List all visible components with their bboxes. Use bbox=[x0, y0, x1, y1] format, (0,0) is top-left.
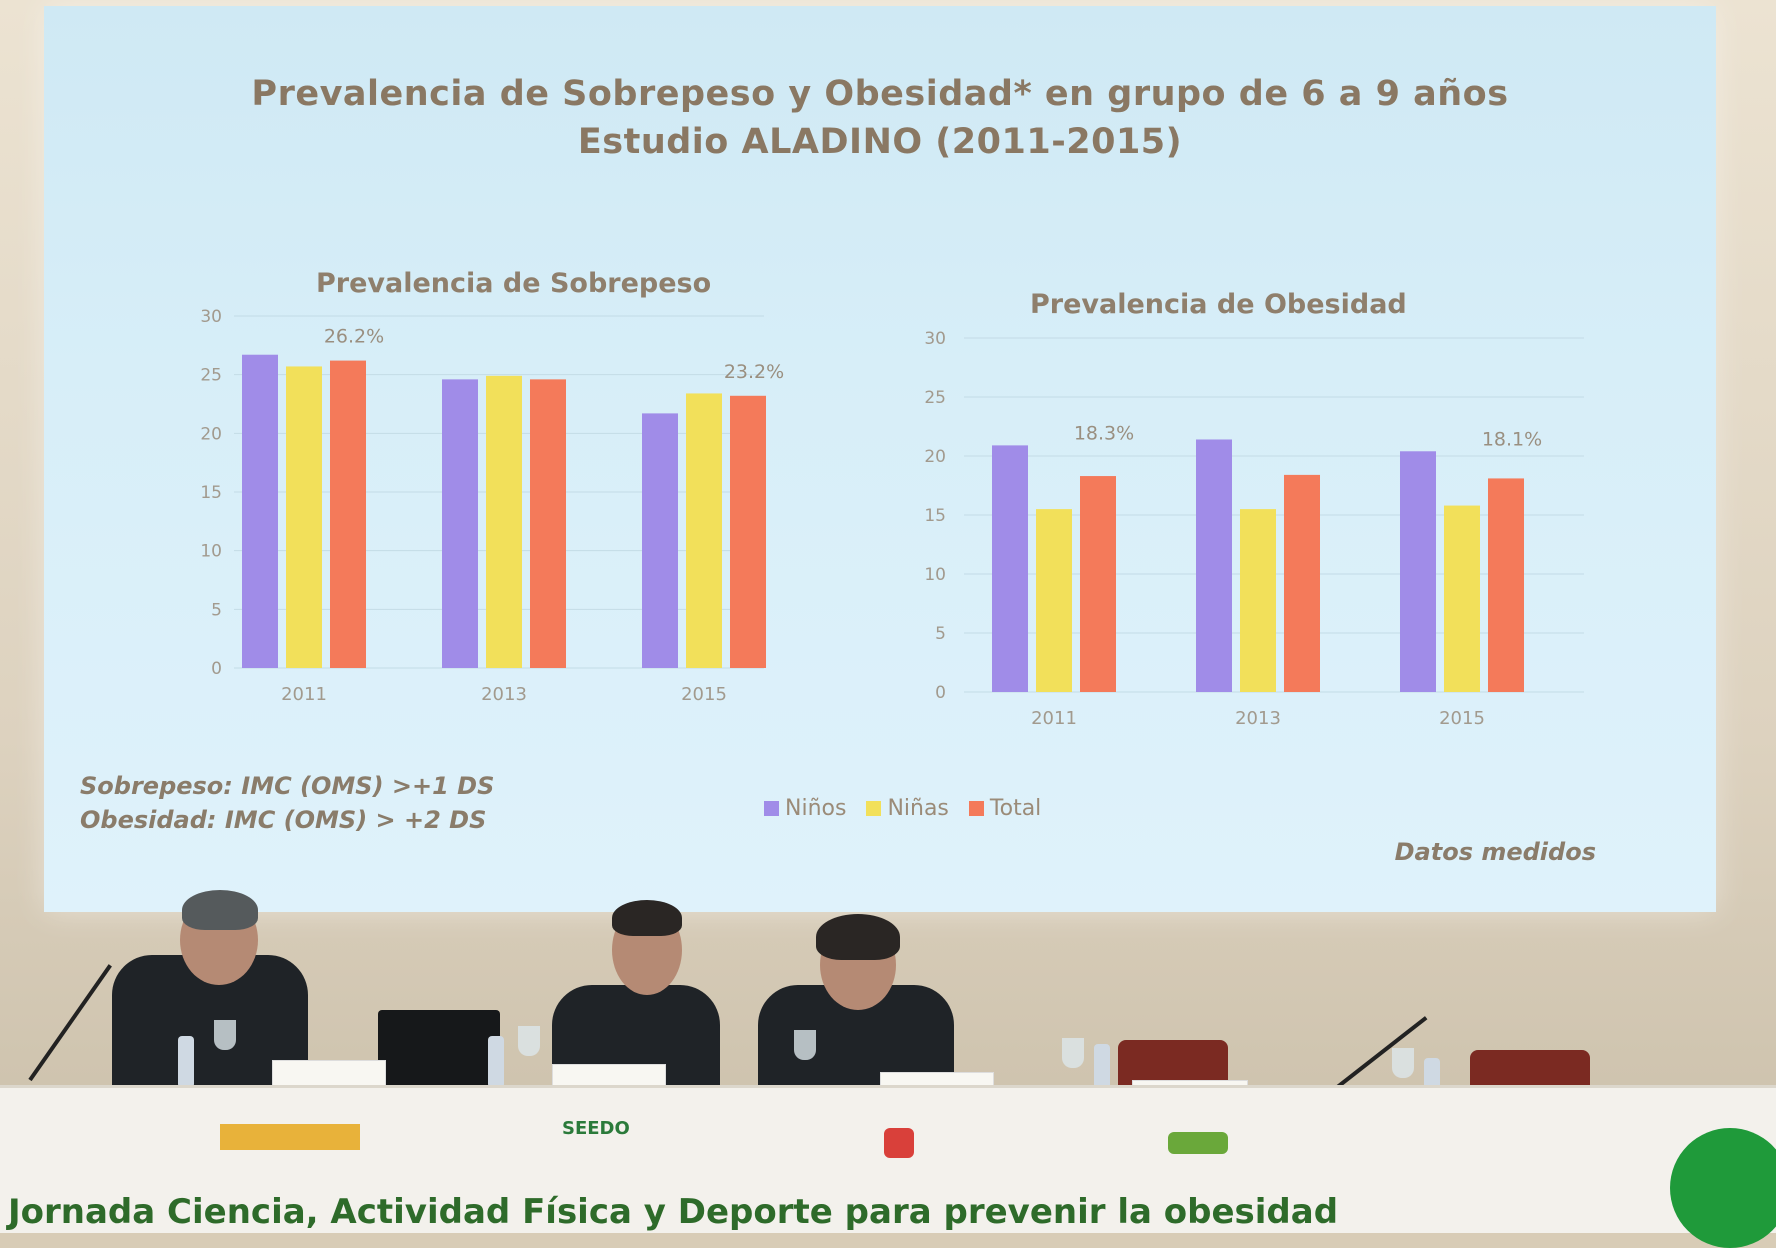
water-bottle bbox=[488, 1036, 504, 1086]
bar-ninas-2011 bbox=[1036, 509, 1072, 692]
legend-swatch-ninas bbox=[866, 801, 882, 816]
y-tick-label: 25 bbox=[924, 388, 946, 408]
bar-ninos-2013 bbox=[442, 379, 478, 668]
legend-label-total: Total bbox=[989, 796, 1042, 821]
y-tick-label: 0 bbox=[211, 659, 222, 679]
y-tick-label: 10 bbox=[924, 565, 946, 585]
bar-ninas-2013 bbox=[1240, 509, 1276, 692]
legend-label-ninas: Niñas bbox=[887, 796, 949, 821]
y-tick-label: 25 bbox=[200, 366, 222, 386]
foundation-logo bbox=[884, 1128, 914, 1158]
bar-total-2015 bbox=[730, 395, 766, 668]
x-tick-label: 2013 bbox=[1235, 708, 1281, 729]
chart-title-sobrepeso: Prevalencia de Sobrepeso bbox=[316, 268, 712, 299]
chart-legend: Niños Niñas Total bbox=[764, 796, 1041, 821]
note-sobrepeso: Sobrepeso: IMC (OMS) >+1 DS bbox=[80, 772, 495, 800]
seedo-logo: SEEDO bbox=[562, 1118, 630, 1139]
x-tick-label: 2011 bbox=[281, 684, 327, 705]
water-glass bbox=[214, 1020, 236, 1050]
legend-label-ninos: Niños bbox=[785, 796, 847, 821]
x-tick-label: 2011 bbox=[1031, 708, 1077, 729]
panel-table: SEEDO bbox=[0, 1085, 1776, 1233]
data-label: 23.2% bbox=[724, 361, 784, 383]
bar-ninos-2011 bbox=[992, 445, 1028, 692]
y-tick-label: 15 bbox=[200, 483, 222, 503]
y-tick-label: 5 bbox=[935, 624, 946, 644]
legend-item-ninas: Niñas bbox=[866, 796, 949, 821]
water-glass bbox=[518, 1026, 540, 1056]
y-tick-label: 20 bbox=[200, 424, 222, 444]
legend-swatch-ninos bbox=[764, 801, 779, 816]
bar-ninos-2015 bbox=[642, 413, 678, 668]
bar-ninas-2013 bbox=[486, 375, 522, 668]
event-banner: Jornada Ciencia, Actividad Física y Depo… bbox=[8, 1192, 1339, 1232]
ministry-logo bbox=[220, 1124, 360, 1150]
slide-title: Prevalencia de Sobrepeso y Obesidad* en … bbox=[251, 74, 1509, 114]
x-tick-label: 2013 bbox=[481, 684, 527, 705]
laptop bbox=[378, 1010, 500, 1094]
panelist-left-hair bbox=[182, 890, 258, 930]
bar-ninos-2013 bbox=[1196, 439, 1232, 692]
bar-ninas-2011 bbox=[286, 366, 322, 668]
y-tick-label: 15 bbox=[924, 506, 946, 526]
water-glass bbox=[794, 1030, 816, 1060]
x-tick-label: 2015 bbox=[1439, 708, 1485, 729]
panelist-center-hair bbox=[612, 900, 682, 936]
green-emblem bbox=[1670, 1128, 1776, 1248]
bar-total-2011 bbox=[330, 360, 366, 668]
y-tick-label: 0 bbox=[935, 683, 946, 703]
data-label: 26.2% bbox=[324, 326, 384, 348]
legend-swatch-total bbox=[968, 801, 984, 816]
data-source-note: Datos medidos bbox=[1394, 838, 1596, 866]
y-tick-label: 30 bbox=[200, 307, 222, 327]
bar-total-2015 bbox=[1488, 478, 1524, 692]
bar-ninas-2015 bbox=[686, 393, 722, 668]
panelist-right-hair bbox=[816, 914, 900, 960]
y-tick-label: 30 bbox=[924, 329, 946, 349]
data-label: 18.3% bbox=[1074, 422, 1134, 444]
water-bottle bbox=[1094, 1044, 1110, 1094]
association-logo bbox=[1168, 1132, 1228, 1154]
slide-subtitle: Estudio ALADINO (2011-2015) bbox=[577, 122, 1183, 162]
x-tick-label: 2015 bbox=[681, 684, 727, 705]
legend-item-total: Total bbox=[968, 796, 1042, 821]
water-bottle bbox=[178, 1036, 194, 1086]
projection-screen: Prevalencia de Sobrepeso y Obesidad* en … bbox=[44, 6, 1716, 912]
bar-total-2013 bbox=[530, 379, 566, 668]
charts-canvas: 0 5 10 15 20 25 30 2011 2013 2015 26.2% 23.2% 0 5 10 15… bbox=[200, 307, 1584, 729]
bar-ninas-2015 bbox=[1444, 505, 1480, 692]
bar-ninos-2015 bbox=[1400, 451, 1436, 692]
legend-item-ninos: Niños bbox=[764, 796, 846, 821]
data-label: 18.1% bbox=[1482, 428, 1542, 450]
bar-ninos-2011 bbox=[242, 354, 278, 668]
y-tick-label: 5 bbox=[211, 600, 222, 620]
bar-total-2011 bbox=[1080, 476, 1116, 692]
water-glass bbox=[1392, 1048, 1414, 1078]
water-glass bbox=[1062, 1038, 1084, 1068]
note-obesidad: Obesidad: IMC (OMS) > +2 DS bbox=[80, 806, 487, 834]
y-tick-label: 20 bbox=[924, 447, 946, 467]
y-tick-label: 10 bbox=[200, 542, 222, 562]
chart-title-obesidad: Prevalencia de Obesidad bbox=[1030, 289, 1407, 320]
bar-total-2013 bbox=[1284, 474, 1320, 692]
